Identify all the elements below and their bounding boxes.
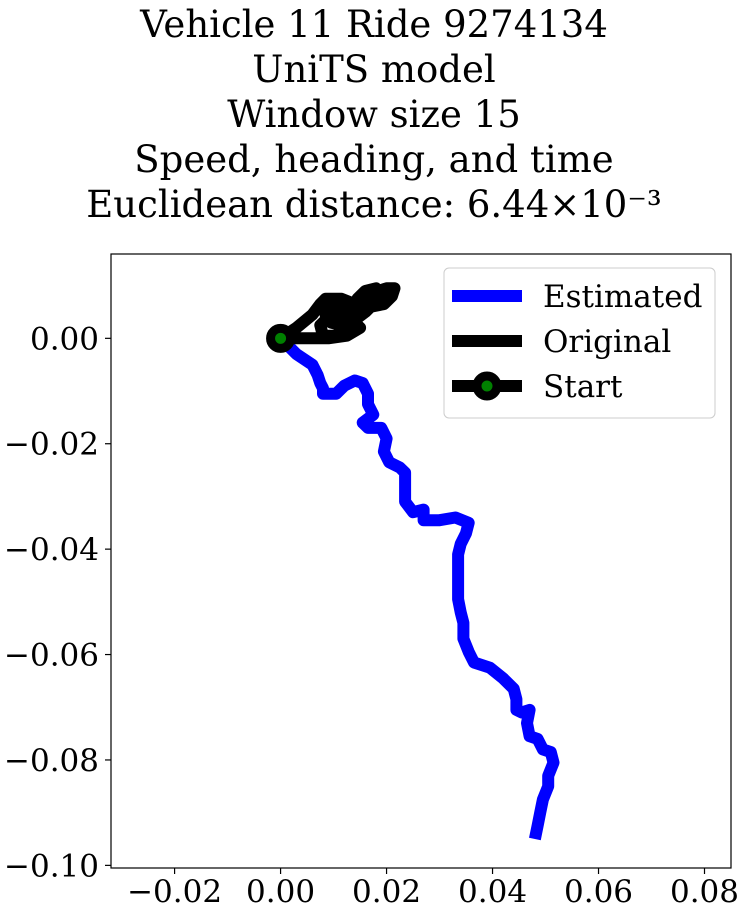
series-line-estimated [276, 334, 560, 841]
y-tick-label: −0.06 [4, 638, 99, 674]
y-tick-label: −0.08 [4, 743, 99, 779]
series-line-original [277, 282, 401, 345]
x-tick-label: −0.02 [127, 874, 222, 910]
x-tick-label: 0.08 [670, 874, 739, 910]
data-layer [266, 282, 560, 841]
title-line-5: Euclidean distance: 6.44×10⁻³ [86, 183, 662, 226]
x-tick-label: 0.02 [352, 874, 421, 910]
axes-frame [110, 253, 732, 869]
legend: Estimated Original Start [443, 267, 716, 419]
title-line-1: Vehicle 11 Ride 9274134 [140, 3, 608, 46]
title-line-4: Speed, heading, and time [134, 138, 614, 181]
title-line-3: Window size 15 [227, 93, 521, 136]
title-line-2: UniTS model [252, 48, 496, 91]
legend-label-original: Original [543, 324, 671, 360]
y-tick-label: −0.04 [4, 532, 99, 568]
x-tick-label: 0.04 [458, 874, 527, 910]
y-tick-label: 0.00 [30, 321, 99, 357]
y-tick-label: −0.10 [4, 848, 99, 884]
chart-title: Vehicle 11 Ride 9274134 UniTS model Wind… [0, 2, 748, 227]
legend-label-estimated: Estimated [543, 279, 702, 315]
x-tick-label: 0.00 [246, 874, 315, 910]
start-marker [266, 323, 296, 353]
legend-start-marker [472, 371, 502, 401]
x-tick-label: 0.06 [564, 874, 633, 910]
legend-label-start: Start [543, 369, 623, 405]
y-tick-label: −0.02 [4, 427, 99, 463]
